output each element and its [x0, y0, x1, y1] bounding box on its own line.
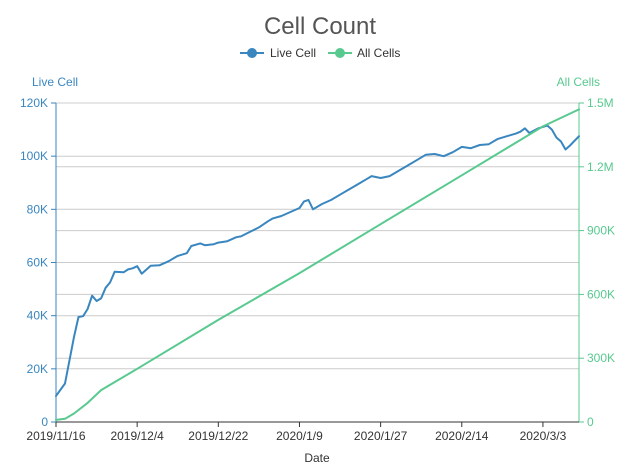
right-tick-label: 600K: [587, 287, 615, 301]
right-axis-name: All Cells: [557, 75, 600, 89]
legend-marker-all: [335, 48, 345, 58]
legend-item-live-cell[interactable]: Live Cell: [240, 46, 316, 60]
legend-item-all-cells[interactable]: All Cells: [328, 46, 400, 60]
chart-title: Cell Count: [264, 13, 376, 40]
grid-lines: [56, 102, 579, 370]
left-tick-label: 120K: [20, 96, 48, 110]
x-tick-label: 2019/12/22: [188, 429, 248, 443]
x-tick-label: 2019/11/16: [26, 429, 85, 443]
series-layer: [55, 108, 580, 421]
x-tick-label: 2020/2/14: [435, 429, 489, 443]
x-tick-label: 2020/1/27: [354, 429, 408, 443]
right-tick-label: 900K: [587, 224, 615, 238]
left-tick-label: 20K: [27, 362, 48, 376]
legend-marker-live: [247, 48, 257, 58]
right-axis-ticks: 0 300K 600K 900K 1.2M 1.5M: [579, 96, 615, 429]
legend-label-live: Live Cell: [270, 46, 316, 60]
left-axis-ticks: 0 20K 40K 60K 80K 100K 120K: [20, 96, 56, 429]
left-tick-label: 40K: [27, 309, 48, 323]
left-tick-label: 100K: [20, 149, 48, 163]
series-line-live-cell: [55, 124, 580, 397]
x-axis-ticks: 2019/11/16 2019/12/4 2019/12/22 2020/1/9 202…: [26, 422, 567, 443]
left-tick-label: 60K: [27, 256, 48, 270]
left-tick-label: 80K: [27, 202, 48, 216]
x-tick-label: 2020/3/3: [520, 429, 567, 443]
legend: Live Cell All Cells: [240, 46, 400, 60]
left-tick-label: 0: [41, 415, 48, 429]
x-tick-label: 2019/12/4: [110, 429, 164, 443]
right-tick-label: 300K: [587, 351, 615, 365]
right-tick-label: 1.5M: [587, 96, 614, 110]
x-tick-label: 2020/1/9: [276, 429, 323, 443]
x-axis-title: Date: [304, 451, 330, 465]
right-tick-label: 0: [587, 415, 594, 429]
series-line-all-cells: [55, 108, 580, 421]
legend-label-all: All Cells: [357, 46, 400, 60]
right-tick-label: 1.2M: [587, 160, 614, 174]
left-axis-name: Live Cell: [32, 75, 78, 89]
